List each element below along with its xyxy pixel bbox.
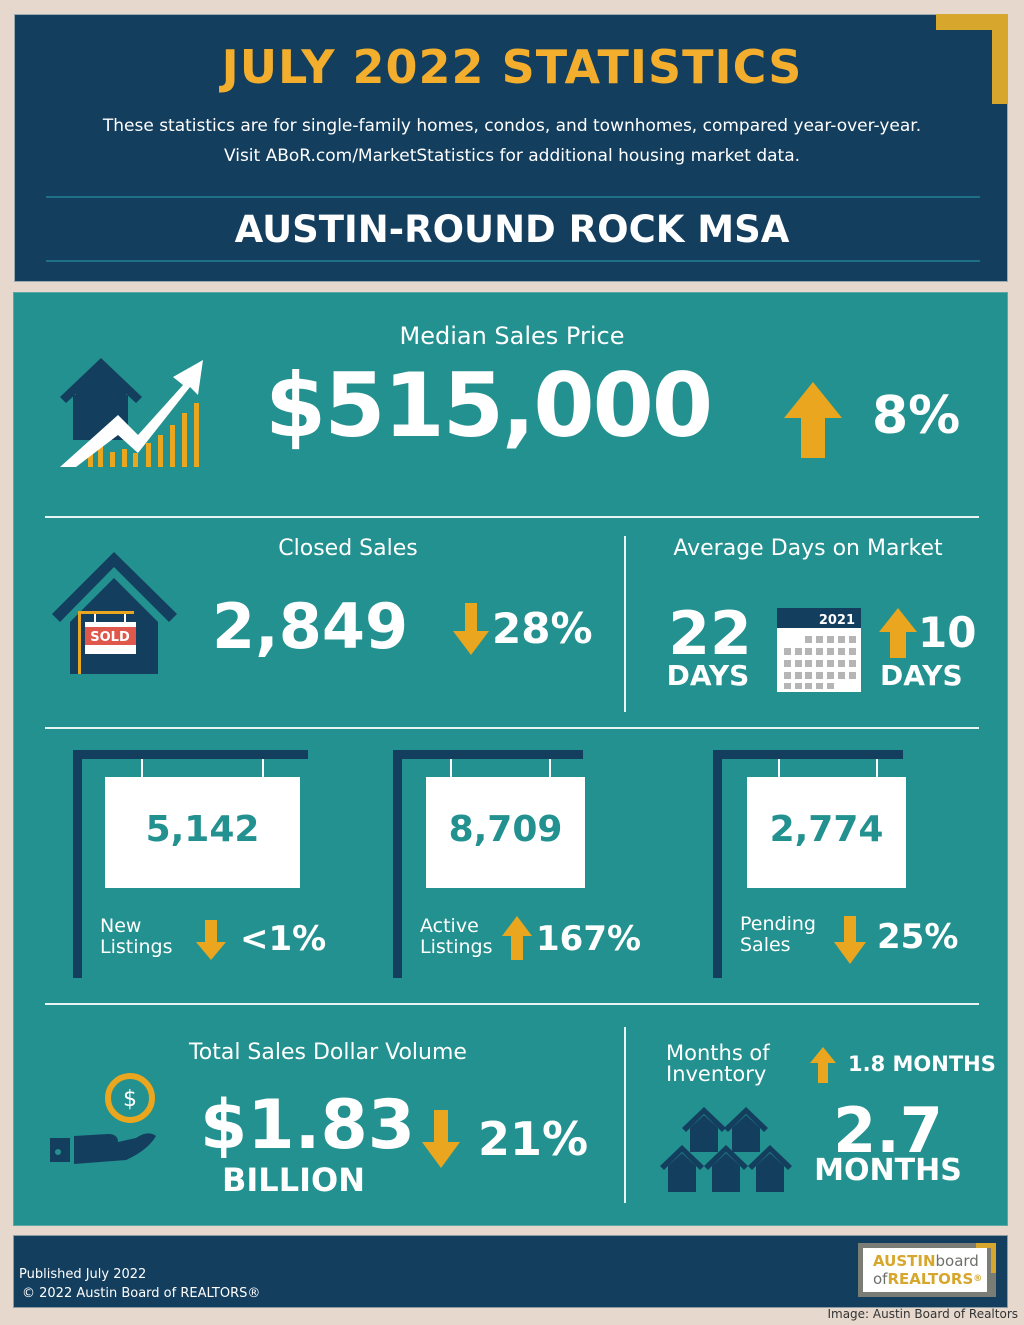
inventory-label-2: Inventory: [666, 1062, 767, 1086]
closed-sales-label: Closed Sales: [278, 536, 418, 561]
stats-panel: [13, 292, 1008, 1226]
header-banner: [14, 14, 1008, 282]
footer: [13, 1235, 1008, 1308]
page-title: JULY 2022 STATISTICS: [221, 40, 803, 94]
sign-post-arm: [713, 750, 903, 759]
new-listings-sign: [105, 777, 300, 888]
median-price-value: $515,000: [265, 354, 713, 457]
sign-hanger: [549, 759, 551, 777]
active-listings-sign: [426, 777, 585, 888]
pending-sales-sign: [747, 777, 906, 888]
subtitle-line-1: These statistics are for single-family h…: [102, 116, 922, 136]
svg-text:SOLD: SOLD: [90, 630, 130, 645]
image-credit: Image: Austin Board of Realtors: [827, 1307, 1018, 1321]
section-divider: [45, 516, 979, 518]
vertical-divider: [624, 536, 626, 712]
dollar-volume-change: 21%: [478, 1112, 589, 1166]
active-listings-value: 8,709: [448, 809, 563, 850]
closed-sales-value: 2,849: [212, 590, 409, 663]
sign-hanger: [450, 759, 452, 777]
houses-icon: [660, 1107, 792, 1192]
abor-logo: AUSTINboard ofREALTORS®: [858, 1243, 996, 1297]
pending-sales-label-2: Sales: [740, 934, 791, 956]
arrow-down-icon: [453, 603, 489, 655]
section-divider: [45, 1003, 979, 1005]
median-price-change: 8%: [872, 386, 961, 446]
days-change: 10: [918, 608, 977, 657]
new-listings-value: 5,142: [145, 809, 260, 850]
arrow-down-icon: [196, 920, 226, 960]
dollar-volume-label: Total Sales Dollar Volume: [189, 1040, 467, 1065]
sign-post: [713, 750, 722, 978]
gold-corner-accent: [936, 14, 1008, 104]
header-divider-bottom: [46, 260, 980, 262]
inventory-label-1: Months of: [666, 1041, 770, 1065]
dollar-volume-value: $1.83: [200, 1086, 416, 1165]
sign-hanger: [778, 759, 780, 777]
pending-sales-value: 2,774: [769, 809, 884, 850]
arrow-up-icon: [879, 608, 917, 658]
subtitle-line-2: Visit ABoR.com/MarketStatistics for addi…: [223, 146, 801, 166]
new-listings-change: <1%: [240, 919, 327, 959]
house-chart-icon: [60, 358, 203, 467]
median-price-label: Median Sales Price: [399, 322, 625, 350]
header-divider-top: [46, 196, 980, 198]
days-change-unit: DAYS: [880, 659, 963, 692]
days-unit: DAYS: [666, 659, 750, 692]
active-listings-label-1: Active: [420, 915, 479, 937]
arrow-up-icon: [502, 916, 532, 960]
sign-post: [393, 750, 402, 978]
inventory-change: 1.8 MONTHS: [848, 1052, 996, 1076]
inventory-unit: MONTHS: [814, 1153, 962, 1188]
new-listings-label-1: New: [100, 915, 142, 937]
active-listings-label-2: Listings: [420, 936, 493, 958]
sign-hanger: [876, 759, 878, 777]
calendar-icon: 2021: [777, 608, 861, 692]
closed-sales-change: 28%: [492, 604, 593, 653]
sign-hanger: [141, 759, 143, 777]
sold-house-icon: SOLD: [52, 552, 177, 674]
svg-text:2021: 2021: [819, 613, 855, 628]
arrow-down-icon: [834, 916, 866, 964]
sign-post: [73, 750, 82, 978]
region-title: AUSTIN-ROUND ROCK MSA: [234, 208, 790, 251]
published-date: Published July 2022: [19, 1267, 147, 1282]
active-listings-change: 167%: [536, 919, 642, 959]
inventory-value: 2.7: [833, 1094, 943, 1167]
arrow-up-icon: [810, 1047, 836, 1083]
sign-post-arm: [393, 750, 583, 759]
days-value: 22: [668, 599, 752, 669]
sign-post-arm: [73, 750, 308, 759]
new-listings-label-2: Listings: [100, 936, 173, 958]
vertical-divider: [624, 1027, 626, 1203]
hand-coin-icon: $: [50, 1073, 156, 1164]
sign-hanger: [262, 759, 264, 777]
pending-sales-change: 25%: [877, 917, 959, 957]
svg-text:$: $: [123, 1087, 137, 1112]
arrow-up-icon: [784, 382, 842, 458]
copyright: © 2022 Austin Board of REALTORS®: [22, 1286, 261, 1301]
section-divider: [45, 727, 979, 729]
pending-sales-label-1: Pending: [740, 913, 816, 935]
days-on-market-label: Average Days on Market: [673, 536, 943, 561]
arrow-down-icon: [422, 1110, 460, 1168]
dollar-volume-unit: BILLION: [222, 1161, 365, 1199]
